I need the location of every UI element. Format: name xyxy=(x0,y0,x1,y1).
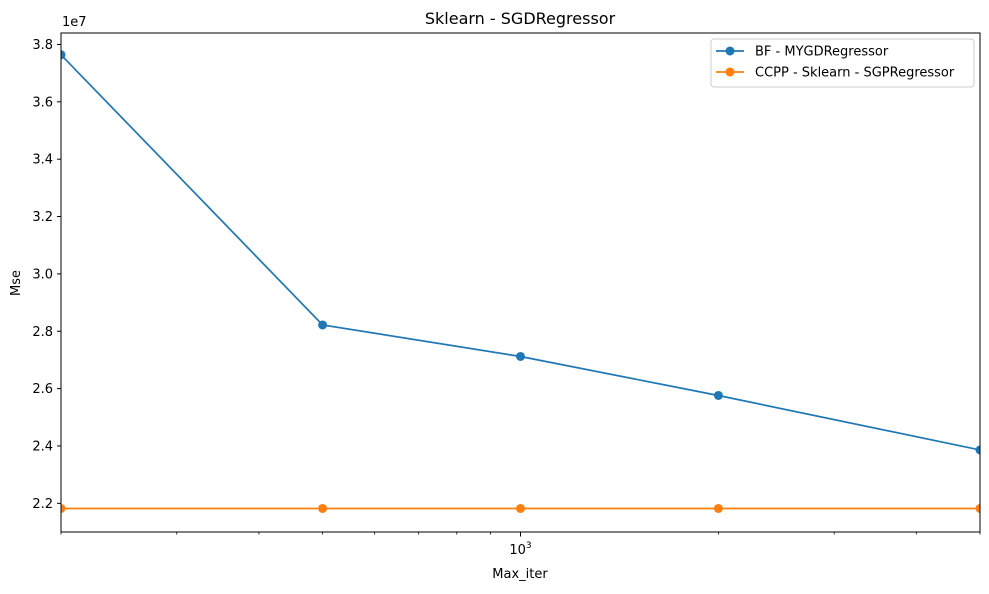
plot-layer: 2.2 2.4 2.6 2.8 3.0 3.2 3.4 3.6 3.8 103 BF - MYGDR… xyxy=(32,32,981,558)
legend-label: CCPP - Sklearn - SGPRegressor xyxy=(755,66,955,81)
data-point xyxy=(975,445,980,455)
y-tick-label: 3.8 xyxy=(32,38,53,53)
y-tick-label: 3.2 xyxy=(32,210,53,225)
y-tick-label: 3.0 xyxy=(32,267,53,282)
data-point xyxy=(516,503,525,513)
y-tick-label: 3.6 xyxy=(32,95,53,110)
legend-marker xyxy=(725,46,735,56)
data-point xyxy=(318,503,328,513)
data-point xyxy=(713,390,723,400)
x-tick-label: 103 xyxy=(509,541,531,558)
y-offset-label: 1e7 xyxy=(62,15,87,30)
legend-label: BF - MYGDRegressor xyxy=(755,45,889,60)
legend-box xyxy=(710,38,975,88)
legend-marker xyxy=(725,67,735,77)
axes-frame xyxy=(60,32,981,533)
series-line-0 xyxy=(61,54,980,451)
y-tick-label: 2.8 xyxy=(32,325,53,340)
data-point xyxy=(713,503,723,513)
data-point xyxy=(61,503,66,513)
data-point xyxy=(975,503,980,513)
data-point xyxy=(516,351,525,361)
y-axis-label: Mse xyxy=(9,270,24,296)
y-tick-label: 2.2 xyxy=(32,497,53,512)
y-tick-label: 2.4 xyxy=(32,439,53,454)
chart-title: Sklearn - SGDRegressor xyxy=(425,9,616,28)
data-point xyxy=(318,320,328,330)
data-point xyxy=(61,50,66,60)
x-axis-label: Max_iter xyxy=(492,567,548,582)
y-tick-label: 3.4 xyxy=(32,153,53,168)
y-tick-label: 2.6 xyxy=(32,382,53,397)
